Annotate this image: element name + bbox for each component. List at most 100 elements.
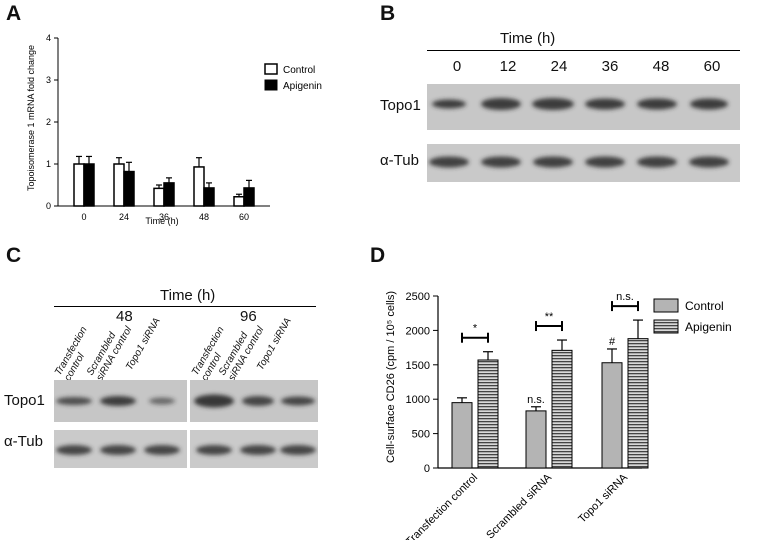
chart-d-control-annotation: #	[609, 336, 616, 348]
blot-b-row-topo1: Topo1	[380, 97, 421, 114]
panel-letter-a: A	[6, 2, 22, 25]
chart-a-xtick-label: 60	[239, 212, 249, 222]
chart-d-ytick-label: 2000	[406, 325, 430, 337]
legend-d-apigenin-swatch	[653, 319, 679, 334]
blot-b-band-tub	[637, 156, 677, 168]
chart-d-xtick-label: Scrambled siRNA	[484, 471, 554, 540]
blot-b-band-topo1	[637, 98, 677, 110]
blot-b-band-tub	[481, 156, 521, 168]
chart-a-xtick-label: 24	[119, 212, 129, 222]
blot-c-band-topo1	[100, 396, 136, 406]
blot-c-time-96: 96	[240, 308, 257, 325]
blot-c-row-topo1: Topo1	[4, 392, 45, 409]
blot-c-band-tub	[56, 445, 92, 455]
blot-b-time-label: 12	[499, 58, 517, 75]
blot-c-row-tub: α-Tub	[4, 433, 43, 450]
chart-a-ytick-label: 3	[46, 75, 51, 85]
chart-d-significance-label: *	[473, 323, 478, 335]
chart-d-xtick-label: Topo1 siRNA	[576, 471, 630, 525]
chart-d-bars	[451, 319, 649, 469]
blot-b-band-topo1	[585, 98, 625, 110]
legend-d-apigenin-label: Apigenin	[685, 320, 732, 334]
chart-d-bar-apigenin	[477, 359, 499, 469]
chart-a-bar-control	[193, 166, 205, 207]
blot-c-band-tub	[280, 445, 316, 455]
blot-b-divider	[427, 50, 740, 51]
legend-control-label: Control	[283, 65, 315, 76]
legend-apigenin-swatch	[264, 79, 278, 91]
blot-b-band-tub	[533, 156, 573, 168]
blot-b-time-label: 60	[703, 58, 721, 75]
blot-b-row-tub: α-Tub	[380, 152, 419, 169]
blot-c-title: Time (h)	[160, 287, 216, 304]
legend-d-control-label: Control	[685, 299, 724, 313]
chart-d-bar-apigenin	[551, 349, 573, 469]
chart-a-ylabel: Topoisomerase 1 mRNA fold change	[26, 45, 36, 191]
chart-d-ytick-label: 2500	[406, 291, 430, 303]
chart-a-xlabel: Time (h)	[145, 216, 178, 226]
blot-b-band-tub	[585, 156, 625, 168]
chart-a-bar-apigenin	[243, 187, 255, 207]
chart-a-xtick-label: 0	[81, 212, 86, 222]
chart-a-bar-control	[153, 187, 165, 207]
chart-d-control-annotation: n.s.	[527, 394, 545, 406]
chart-a-bar-apigenin	[163, 182, 175, 207]
chart-d-xtick-label: Transfection control	[404, 472, 481, 540]
blot-c-band-topo1	[56, 397, 92, 405]
blot-b-time-label: 36	[601, 58, 619, 75]
chart-a-bar-control	[73, 163, 85, 207]
chart-d: Cell-surface CD26 (cpm / 10⁵ cells) 0 500…	[385, 291, 732, 540]
blot-b-band-topo1	[481, 98, 521, 110]
blot-b-time-label: 24	[550, 58, 568, 75]
chart-d-ytick-label: 0	[424, 463, 430, 475]
chart-a-bar-control	[233, 196, 245, 207]
panel-letter-b: B	[380, 2, 396, 25]
legend-d-control-swatch	[653, 298, 679, 313]
chart-d-significance-label: **	[545, 311, 554, 323]
chart-a-tick-labels: 0 1 2 3 4 0 24 36 48 60	[46, 33, 249, 222]
blot-c-band-tub	[196, 445, 232, 455]
blot-c-band-tub	[100, 445, 136, 455]
chart-d-legend: Control Apigenin	[653, 298, 732, 334]
chart-a-ytick-label: 4	[46, 33, 51, 43]
chart-d-bar-control	[451, 402, 473, 469]
blot-c-time-48: 48	[116, 308, 133, 325]
chart-a-bar-apigenin	[203, 187, 215, 207]
blot-b-band-tub	[429, 156, 469, 168]
panel-letter-d: D	[370, 244, 386, 267]
chart-a-ytick-label: 2	[46, 117, 51, 127]
blot-b-strip-topo1	[427, 84, 740, 130]
blot-b-band-topo1	[432, 99, 466, 109]
chart-d-ytick-label: 500	[412, 429, 430, 441]
chart-d-annotations: ***n.s.n.s.#	[461, 291, 639, 406]
legend-control-swatch	[264, 63, 278, 75]
chart-a-ytick-label: 0	[46, 201, 51, 211]
blot-c-band-topo1	[149, 397, 175, 405]
blot-c-lane-label: Topo1 siRNA	[255, 316, 294, 373]
chart-d-bar-apigenin	[627, 338, 649, 469]
chart-a-legend: Control Apigenin	[264, 63, 322, 92]
chart-a-bar-control	[113, 163, 125, 207]
chart-a: Topoisomerase 1 mRNA fold change 0 1 2 3 4 0 2…	[26, 33, 322, 226]
chart-d-ytick-label: 1500	[406, 360, 430, 372]
blot-c-band-topo1	[242, 396, 274, 406]
blot-b-band-topo1	[532, 98, 574, 110]
legend-apigenin-label: Apigenin	[283, 81, 322, 92]
blot-c-lane-label-line1: Topo1 siRNA	[255, 316, 294, 373]
chart-d-bar-control	[601, 362, 623, 469]
chart-a-ytick-label: 1	[46, 159, 51, 169]
chart-a-bar-apigenin	[83, 163, 95, 207]
blot-c-band-topo1	[194, 394, 234, 408]
blot-b-band-tub	[689, 156, 729, 168]
blot-c-band-tub	[240, 445, 276, 455]
chart-a-xtick-label: 36	[159, 212, 169, 222]
blot-c-band-tub	[144, 445, 180, 455]
chart-d-significance-label: n.s.	[616, 291, 634, 303]
blot-c-lane-label: Scrambled siRNA control	[85, 320, 135, 383]
chart-a-bars	[73, 155, 255, 207]
panel-letter-c: C	[6, 244, 22, 267]
blot-b-time-label: 48	[652, 58, 670, 75]
blot-c-divider	[54, 306, 316, 307]
chart-a-bar-apigenin	[123, 170, 135, 207]
blot-c-image	[54, 380, 318, 468]
